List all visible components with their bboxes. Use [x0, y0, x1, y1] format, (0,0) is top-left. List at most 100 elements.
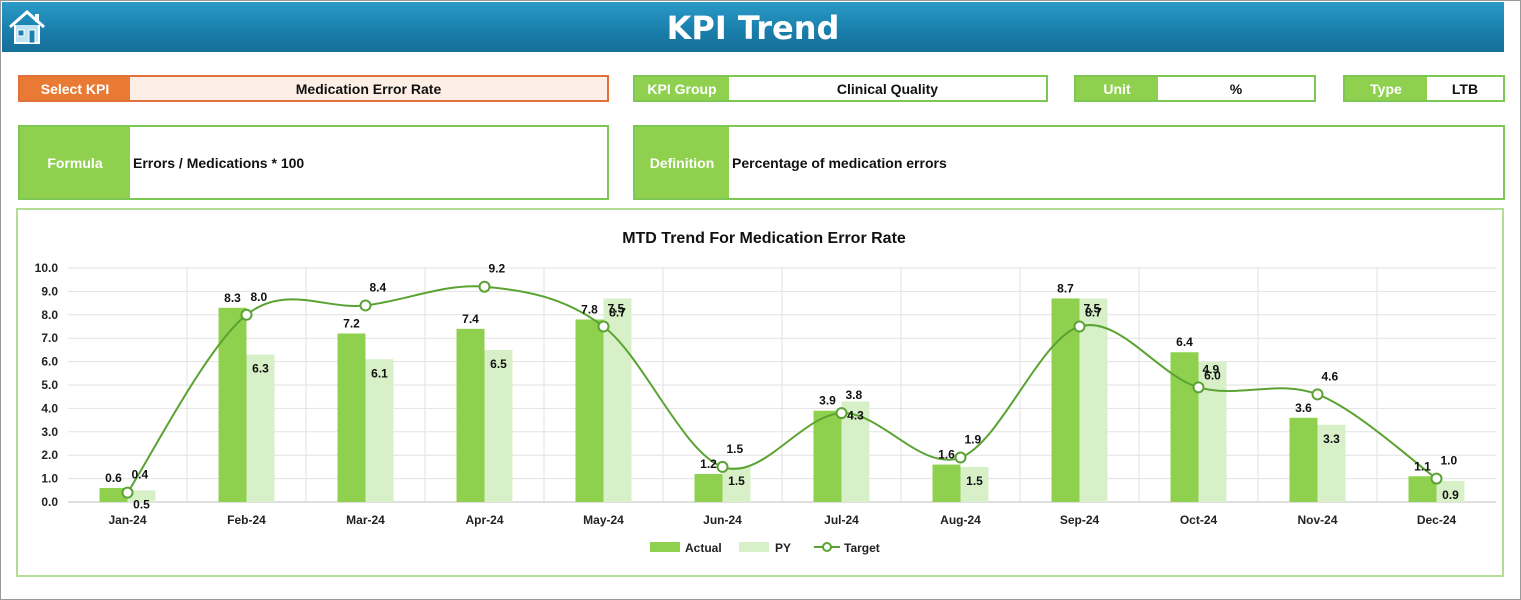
y-tick-label: 5.0	[41, 378, 58, 392]
x-tick-label: Apr-24	[465, 513, 503, 527]
unit-value: %	[1229, 80, 1243, 97]
legend-target-marker	[822, 542, 832, 552]
x-tick-label: Jul-24	[824, 513, 859, 527]
target-point	[597, 320, 610, 333]
py-data-label: 1.5	[728, 474, 745, 488]
y-tick-label: 7.0	[41, 331, 58, 345]
y-tick-label: 6.0	[41, 355, 58, 369]
py-data-label: 1.5	[966, 474, 983, 488]
legend-py-label: PY	[775, 541, 791, 555]
py-bar	[960, 466, 989, 502]
y-tick-label: 1.0	[41, 472, 58, 486]
target-point	[835, 407, 848, 420]
target-data-label: 7.5	[608, 302, 625, 316]
x-tick-label: Dec-24	[1417, 513, 1457, 527]
actual-data-label: 6.4	[1176, 335, 1193, 349]
target-data-label: 1.5	[727, 442, 744, 456]
definition-value: Percentage of medication errors	[732, 154, 947, 171]
kpi-group-label: KPI Group	[635, 77, 729, 100]
actual-data-label: 7.8	[581, 302, 598, 316]
actual-data-label: 3.6	[1295, 401, 1312, 415]
target-point	[954, 451, 967, 464]
x-tick-label: Oct-24	[1180, 513, 1218, 527]
x-tick-label: Mar-24	[346, 513, 385, 527]
py-bar	[1436, 480, 1465, 502]
py-bar	[246, 354, 275, 502]
py-data-label: 3.3	[1323, 432, 1340, 446]
py-data-label: 8.7	[609, 305, 626, 319]
y-tick-label: 9.0	[41, 284, 58, 298]
y-tick-label: 3.0	[41, 425, 58, 439]
py-data-label: 6.0	[1204, 369, 1221, 383]
py-bar	[365, 359, 394, 502]
target-data-label: 8.0	[251, 290, 268, 304]
target-point	[1073, 320, 1086, 333]
actual-bar	[99, 487, 128, 502]
x-tick-label: May-24	[583, 513, 624, 527]
target-data-label: 7.5	[1084, 302, 1101, 316]
y-tick-label: 8.0	[41, 308, 58, 322]
actual-data-label: 0.6	[105, 471, 122, 485]
target-point	[240, 308, 253, 321]
trend-chart: MTD Trend For Medication Error Rate 0.0 1…	[35, 230, 1496, 555]
legend-py-swatch	[739, 542, 769, 552]
target-data-label: 4.9	[1203, 362, 1220, 376]
x-tick-label: Aug-24	[940, 513, 981, 527]
target-data-label: 8.4	[370, 280, 387, 294]
actual-data-label: 1.1	[1414, 459, 1431, 473]
target-point	[121, 486, 134, 499]
py-data-label: 4.3	[847, 408, 864, 422]
py-data-label: 8.7	[1085, 305, 1102, 319]
actual-bar	[337, 333, 366, 502]
select-kpi-dropdown[interactable]: Medication Error Rate	[130, 77, 607, 100]
x-tick-label: Jun-24	[703, 513, 742, 527]
actual-data-label: 7.2	[343, 317, 360, 331]
legend-target-label: Target	[844, 541, 880, 555]
target-data-label: 9.2	[489, 262, 506, 276]
py-bar	[1079, 298, 1108, 502]
py-bar	[1198, 361, 1227, 502]
py-bar	[1317, 424, 1346, 502]
type-label: Type	[1345, 77, 1427, 100]
actual-data-label: 8.7	[1057, 281, 1074, 295]
target-point	[716, 460, 729, 473]
py-bar	[722, 466, 751, 502]
actual-bar	[1170, 352, 1199, 502]
actual-bar	[218, 307, 247, 502]
py-bar	[603, 298, 632, 502]
home-icon[interactable]	[7, 7, 47, 47]
legend-actual-swatch	[650, 542, 680, 552]
y-tick-label: 0.0	[41, 495, 58, 509]
page-title: KPI Trend	[666, 9, 840, 47]
target-point	[359, 299, 372, 312]
target-data-label: 0.4	[132, 468, 149, 482]
py-data-label: 6.5	[490, 357, 507, 371]
actual-bar	[1051, 298, 1080, 502]
actual-bar	[575, 319, 604, 502]
unit-label: Unit	[1076, 77, 1158, 100]
target-point	[1311, 388, 1324, 401]
py-data-label: 6.3	[252, 362, 269, 376]
formula-value: Errors / Medications * 100	[133, 154, 305, 171]
y-tick-label: 4.0	[41, 401, 58, 415]
formula-label: Formula	[20, 127, 130, 198]
actual-bar	[694, 473, 723, 502]
actual-data-label: 8.3	[224, 291, 241, 305]
actual-bar	[932, 464, 961, 502]
actual-bar	[1289, 417, 1318, 502]
x-tick-label: Feb-24	[227, 513, 266, 527]
target-point	[478, 280, 491, 293]
target-data-label: 4.6	[1322, 369, 1339, 383]
kpi-group-value: Clinical Quality	[836, 80, 939, 97]
chart-container: MTD Trend For Medication Error Rate 0.0 1…	[16, 208, 1504, 577]
py-bar	[127, 490, 156, 502]
type-value: LTB	[1451, 80, 1479, 97]
target-data-label: 1.0	[1441, 454, 1458, 468]
definition-label: Definition	[635, 127, 729, 198]
unit-field: Unit %	[1074, 75, 1316, 102]
chart-title: MTD Trend For Medication Error Rate	[622, 230, 906, 247]
select-kpi-field[interactable]: Select KPI Medication Error Rate	[18, 75, 609, 102]
py-data-label: 0.5	[133, 497, 150, 511]
actual-bar	[456, 328, 485, 502]
actual-data-label: 7.4	[462, 312, 479, 326]
